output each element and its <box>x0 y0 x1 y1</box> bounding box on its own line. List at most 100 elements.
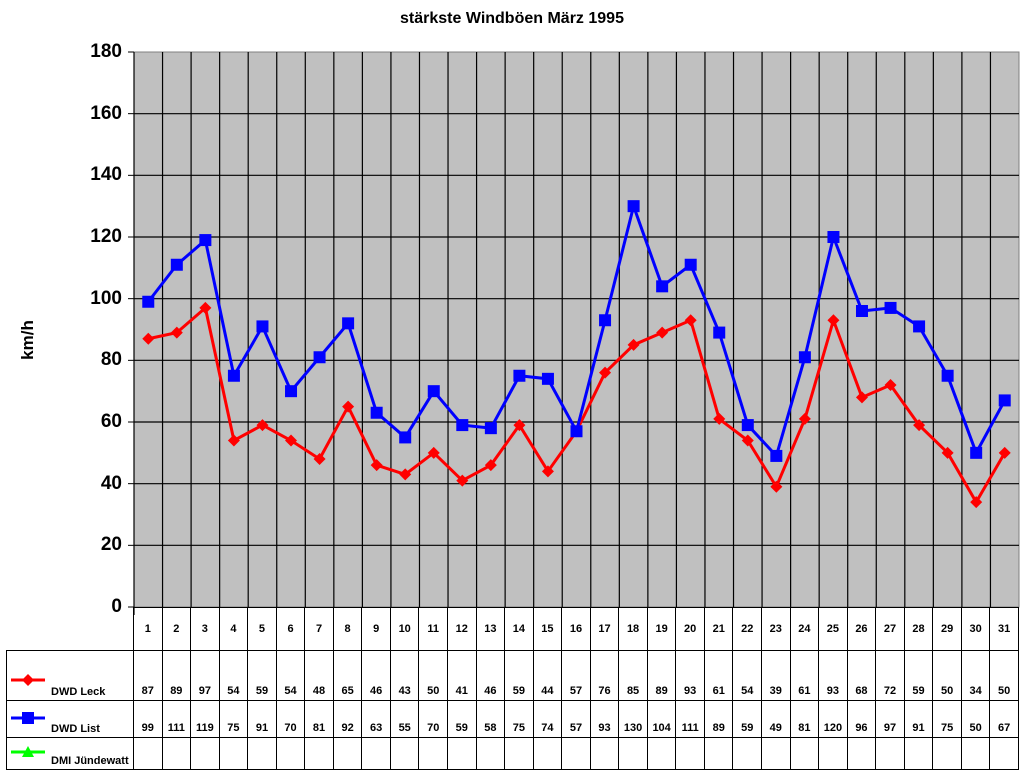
diamond-legend-icon <box>11 674 45 686</box>
table-cell: 91 <box>247 700 277 738</box>
diamond-marker <box>285 434 298 447</box>
category-header: 29 <box>932 607 962 651</box>
square-legend-icon <box>11 712 45 724</box>
table-cell <box>675 737 705 770</box>
square-marker <box>541 372 554 385</box>
square-marker <box>855 305 868 317</box>
category-header: 30 <box>960 607 991 651</box>
diamond-marker <box>256 419 269 432</box>
diamond-marker <box>170 326 183 339</box>
square-marker <box>199 234 212 247</box>
square-marker <box>285 385 298 398</box>
category-header: 21 <box>703 607 734 651</box>
table-cell <box>304 737 334 770</box>
category-header: 25 <box>818 607 848 651</box>
square-marker <box>456 419 469 432</box>
y-tick-label: 20 <box>100 534 122 556</box>
table-cell: 75 <box>218 700 249 738</box>
table-cell: 58 <box>475 700 506 738</box>
table-cell: 93 <box>818 650 848 701</box>
diamond-marker <box>484 459 497 472</box>
table-cell: 54 <box>275 650 306 701</box>
table-cell <box>332 737 363 770</box>
table-cell: 65 <box>332 650 363 701</box>
y-tick-label: 100 <box>90 287 122 309</box>
table-cell <box>561 737 591 770</box>
table-cell: 50 <box>418 650 449 701</box>
square-marker <box>884 301 897 314</box>
table-cell: 111 <box>161 700 192 738</box>
table-cell <box>932 737 962 770</box>
y-tick-label: 160 <box>90 102 122 124</box>
legend-label: DWD Leck <box>51 686 106 698</box>
category-header: 20 <box>675 607 705 651</box>
category-header: 13 <box>475 607 506 651</box>
table-cell: 48 <box>304 650 334 701</box>
table-cell <box>589 737 620 770</box>
category-header: 12 <box>447 607 477 651</box>
square-marker <box>142 295 155 308</box>
square-marker <box>370 406 383 419</box>
table-cell: 50 <box>960 700 991 738</box>
table-cell <box>732 737 763 770</box>
table-cell: 89 <box>161 650 192 701</box>
category-header: 27 <box>875 607 905 651</box>
table-cell: 41 <box>447 650 477 701</box>
legend-label: DWD List <box>51 723 100 735</box>
square-marker <box>770 449 783 462</box>
diamond-marker <box>713 412 726 425</box>
table-cell: 104 <box>646 700 677 738</box>
category-header: 19 <box>646 607 677 651</box>
square-marker <box>798 351 811 364</box>
table-cell <box>133 737 163 770</box>
square-marker <box>827 231 840 243</box>
diamond-marker <box>456 474 469 487</box>
legend-entry: DMI Jündewatt <box>6 737 134 770</box>
table-cell: 89 <box>703 700 734 738</box>
table-cell: 85 <box>618 650 648 701</box>
table-cell: 81 <box>789 700 820 738</box>
diamond-marker <box>541 465 554 478</box>
table-cell: 93 <box>589 700 620 738</box>
square-marker <box>484 422 497 435</box>
diamond-marker <box>599 366 612 379</box>
diamond-marker <box>142 332 155 345</box>
table-row: DWD List 99 111 119 75 91 70 81 92 63 55 70 59 58 75 74… <box>6 700 1019 738</box>
table-cell: 97 <box>875 700 905 738</box>
table-cell: 70 <box>275 700 306 738</box>
square-marker <box>427 385 440 398</box>
square-marker <box>913 320 926 333</box>
triangle-legend-icon <box>11 746 45 757</box>
table-cell <box>989 737 1019 770</box>
legend-entry: DWD Leck <box>6 650 134 701</box>
table-cell: 54 <box>218 650 249 701</box>
y-tick-label: 40 <box>100 472 122 494</box>
table-cell <box>418 737 449 770</box>
diamond-marker <box>370 459 383 472</box>
table-cell: 96 <box>846 700 877 738</box>
diamond-marker <box>513 419 526 432</box>
table-cell: 67 <box>989 700 1019 738</box>
table-cell <box>190 737 220 770</box>
square-marker <box>313 351 326 364</box>
diamond-marker <box>913 419 926 432</box>
table-cell: 57 <box>561 650 591 701</box>
table-cell: 120 <box>818 700 848 738</box>
table-cell: 99 <box>133 700 163 738</box>
table-cell <box>161 737 192 770</box>
category-header: 17 <box>589 607 620 651</box>
category-header: 10 <box>389 607 420 651</box>
category-header: 24 <box>789 607 820 651</box>
y-tick-label: 180 <box>90 41 122 62</box>
square-marker <box>713 326 726 339</box>
category-header: 2 <box>161 607 192 651</box>
category-header: 15 <box>532 607 563 651</box>
diamond-marker <box>798 412 811 425</box>
table-cell <box>447 737 477 770</box>
table-cell <box>532 737 563 770</box>
table-cell <box>275 737 306 770</box>
table-cell: 87 <box>133 650 163 701</box>
table-cell: 59 <box>903 650 934 701</box>
table-cell <box>475 737 506 770</box>
square-marker <box>256 320 269 333</box>
